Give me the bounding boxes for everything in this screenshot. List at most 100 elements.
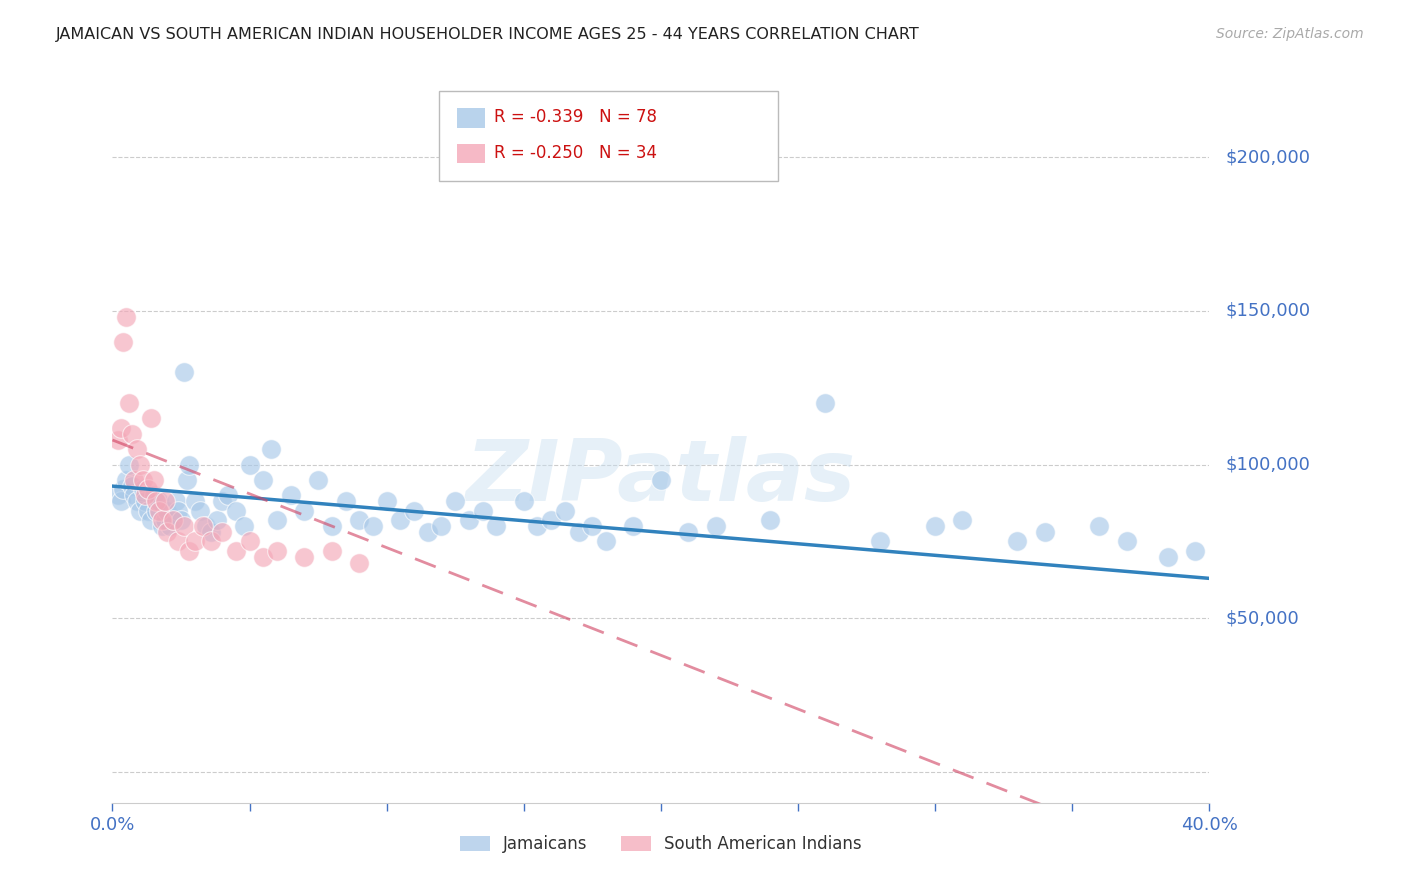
Point: [136, 482, 159, 496]
Text: R = -0.250   N = 34: R = -0.250 N = 34: [494, 144, 657, 161]
Text: $150,000: $150,000: [1226, 301, 1310, 320]
Point: [335, 494, 357, 508]
Point: [173, 519, 195, 533]
Point: [1088, 519, 1111, 533]
Point: [252, 473, 274, 487]
Point: [526, 519, 548, 533]
Text: JAMAICAN VS SOUTH AMERICAN INDIAN HOUSEHOLDER INCOME AGES 25 - 44 YEARS CORRELAT: JAMAICAN VS SOUTH AMERICAN INDIAN HOUSEH…: [56, 27, 920, 42]
Point: [131, 482, 153, 496]
Point: [127, 442, 149, 457]
Point: [581, 519, 603, 533]
Point: [176, 473, 198, 487]
Text: Source: ZipAtlas.com: Source: ZipAtlas.com: [1216, 27, 1364, 41]
Point: [252, 549, 274, 564]
Point: [1157, 549, 1180, 564]
Point: [191, 519, 214, 533]
Point: [173, 365, 195, 379]
Point: [430, 519, 453, 533]
Point: [148, 504, 170, 518]
Point: [321, 543, 343, 558]
Point: [194, 519, 217, 533]
Point: [554, 504, 576, 518]
Point: [260, 442, 283, 457]
Point: [211, 494, 233, 508]
Point: [127, 494, 149, 508]
Point: [294, 504, 316, 518]
Point: [139, 411, 162, 425]
Point: [118, 458, 141, 472]
Point: [621, 519, 644, 533]
Point: [239, 534, 262, 549]
Point: [205, 513, 228, 527]
Point: [485, 519, 508, 533]
Point: [266, 543, 288, 558]
Point: [200, 525, 222, 540]
Point: [361, 519, 384, 533]
Point: [167, 504, 190, 518]
Point: [129, 504, 152, 518]
Point: [145, 504, 167, 518]
Point: [162, 513, 184, 527]
Point: [167, 534, 190, 549]
Point: [179, 543, 201, 558]
Text: ZIPatlas: ZIPatlas: [465, 436, 856, 519]
Point: [225, 504, 247, 518]
Point: [444, 494, 467, 508]
Point: [1116, 534, 1139, 549]
Point: [1007, 534, 1029, 549]
Point: [142, 473, 165, 487]
Point: [115, 310, 138, 324]
Point: [115, 473, 138, 487]
Point: [458, 513, 481, 527]
Point: [568, 525, 591, 540]
Point: [112, 334, 135, 349]
Point: [225, 543, 247, 558]
Point: [349, 513, 371, 527]
Point: [540, 513, 562, 527]
Point: [112, 482, 135, 496]
Point: [759, 513, 782, 527]
Point: [156, 525, 179, 540]
Point: [239, 458, 262, 472]
Point: [134, 494, 156, 508]
Point: [110, 420, 132, 434]
Point: [121, 426, 143, 441]
Point: [139, 513, 162, 527]
Point: [307, 473, 329, 487]
Point: [156, 504, 179, 518]
Text: $50,000: $50,000: [1226, 609, 1299, 627]
Point: [107, 433, 129, 447]
Point: [136, 504, 159, 518]
Text: R = -0.339   N = 78: R = -0.339 N = 78: [494, 108, 657, 126]
Point: [650, 473, 672, 487]
Point: [124, 473, 146, 487]
Point: [869, 534, 891, 549]
Point: [188, 504, 211, 518]
Point: [814, 396, 837, 410]
Point: [471, 504, 494, 518]
Point: [404, 504, 426, 518]
Point: [1033, 525, 1056, 540]
Point: [153, 513, 176, 527]
Point: [704, 519, 727, 533]
Text: $100,000: $100,000: [1226, 456, 1310, 474]
Point: [183, 534, 207, 549]
Point: [150, 519, 173, 533]
Point: [165, 494, 187, 508]
Point: [217, 488, 239, 502]
Point: [1184, 543, 1206, 558]
Point: [124, 488, 146, 502]
Point: [179, 458, 201, 472]
Point: [159, 519, 181, 533]
Point: [118, 396, 141, 410]
Point: [129, 458, 152, 472]
Point: [280, 488, 302, 502]
Point: [924, 519, 946, 533]
Point: [153, 494, 176, 508]
Point: [952, 513, 974, 527]
Point: [148, 494, 170, 508]
Point: [389, 513, 412, 527]
Point: [183, 494, 207, 508]
Point: [233, 519, 256, 533]
Point: [416, 525, 439, 540]
